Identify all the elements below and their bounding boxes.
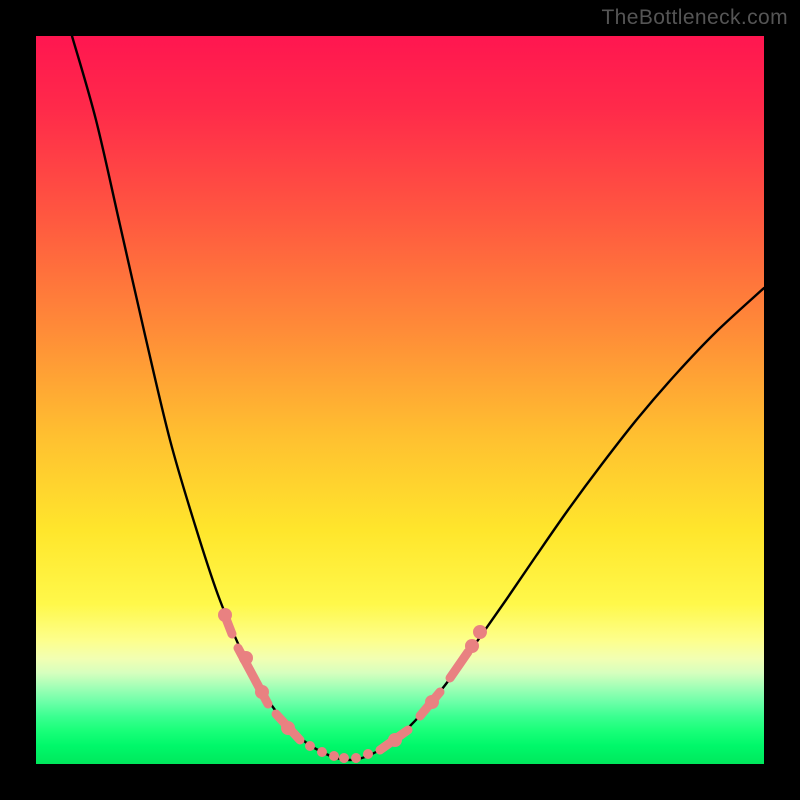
chart-stage: TheBottleneck.com	[0, 0, 800, 800]
watermark-text: TheBottleneck.com	[601, 6, 788, 30]
gradient-background	[36, 36, 764, 764]
chart-svg	[0, 0, 800, 800]
